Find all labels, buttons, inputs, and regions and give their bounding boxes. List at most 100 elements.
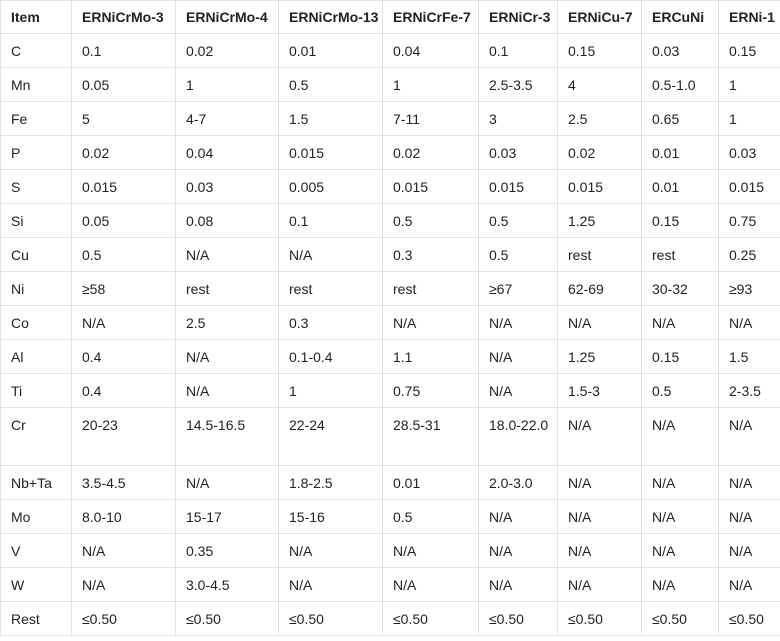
column-header: ERNiCrMo-13	[278, 0, 383, 34]
table-cell: 0.65	[641, 101, 719, 136]
table-cell: N/A	[718, 465, 780, 500]
row-label-cell: C	[0, 33, 72, 68]
column-header: ERNiCrMo-3	[71, 0, 176, 34]
table-row: Al 0.4 N/A 0.1-0.4 1.1 N/A 1.25 0.15 1.5	[0, 339, 780, 374]
table-cell: 0.15	[557, 33, 642, 68]
table-cell: 0.35	[175, 533, 279, 568]
table-cell: N/A	[641, 407, 719, 466]
table-cell: 0.04	[382, 33, 479, 68]
table-cell: 0.03	[478, 135, 558, 170]
table-cell: 0.03	[718, 135, 780, 170]
column-header: ERNi-1	[718, 0, 780, 34]
table-cell: 5	[71, 101, 176, 136]
table-cell: N/A	[718, 305, 780, 340]
table-cell: N/A	[641, 567, 719, 602]
table-cell: 0.015	[478, 169, 558, 204]
table-cell: 1.5-3	[557, 373, 642, 408]
column-header: ERCuNi	[641, 0, 719, 34]
row-label-cell: Rest	[0, 601, 72, 636]
table-cell: 1	[278, 373, 383, 408]
row-label-cell: Si	[0, 203, 72, 238]
table-cell: 1	[718, 67, 780, 102]
table-cell: N/A	[71, 567, 176, 602]
row-label-cell: V	[0, 533, 72, 568]
table-body: C 0.1 0.02 0.01 0.04 0.1 0.15 0.03 0.15 Mn 0.05 1 0.…	[0, 33, 780, 636]
table-row: Co N/A 2.5 0.3 N/A N/A N/A N/A N/A	[0, 305, 780, 340]
table-cell: N/A	[478, 339, 558, 374]
table-row: Si 0.05 0.08 0.1 0.5 0.5 1.25 0.15 0.75	[0, 203, 780, 238]
table-cell: 1.25	[557, 203, 642, 238]
table-cell: ≥67	[478, 271, 558, 306]
table-cell: 0.03	[641, 33, 719, 68]
row-label-cell: Mo	[0, 499, 72, 534]
table-row: Ni ≥58 rest rest rest ≥67 62-69 30-32 ≥93	[0, 271, 780, 306]
column-header: ERNiCu-7	[557, 0, 642, 34]
table-cell: 2.0-3.0	[478, 465, 558, 500]
table-cell: 0.005	[278, 169, 383, 204]
table-cell: 0.1	[478, 33, 558, 68]
table-row: W N/A 3.0-4.5 N/A N/A N/A N/A N/A N/A	[0, 567, 780, 602]
table-cell: 0.5	[71, 237, 176, 272]
table-cell: ≤0.50	[478, 601, 558, 636]
table-cell: N/A	[557, 465, 642, 500]
table-cell: 4	[557, 67, 642, 102]
table-cell: N/A	[478, 499, 558, 534]
table-cell: ≤0.50	[71, 601, 176, 636]
table-cell: 0.15	[641, 203, 719, 238]
table-cell: 20-23	[71, 407, 176, 466]
table-cell: N/A	[718, 407, 780, 466]
table-cell: N/A	[557, 567, 642, 602]
table-cell: 0.5	[278, 67, 383, 102]
table-cell: 0.15	[641, 339, 719, 374]
row-label-cell: Fe	[0, 101, 72, 136]
table-cell: 1	[718, 101, 780, 136]
row-label-cell: Al	[0, 339, 72, 374]
table-cell: N/A	[71, 533, 176, 568]
table-cell: 3.5-4.5	[71, 465, 176, 500]
table-cell: ≤0.50	[175, 601, 279, 636]
table-cell: 0.05	[71, 203, 176, 238]
table-row: Rest ≤0.50 ≤0.50 ≤0.50 ≤0.50 ≤0.50 ≤0.50 ≤0.50 ≤…	[0, 601, 780, 636]
table-cell: 0.1-0.4	[278, 339, 383, 374]
table-cell: rest	[175, 271, 279, 306]
table-cell: 2.5	[175, 305, 279, 340]
table-cell: 0.25	[718, 237, 780, 272]
table-cell: 0.5	[478, 237, 558, 272]
table-row: Cr 20-23 14.5-16.5 22-24 28.5-31 18.0-22.0 N/A…	[0, 407, 780, 466]
table-cell: N/A	[557, 305, 642, 340]
table-cell: 0.3	[278, 305, 383, 340]
table-cell: N/A	[278, 237, 383, 272]
row-label-cell: Cr	[0, 407, 72, 466]
table-cell: 8.0-10	[71, 499, 176, 534]
table-cell: 15-16	[278, 499, 383, 534]
table-cell: rest	[557, 237, 642, 272]
table-cell: 0.015	[278, 135, 383, 170]
table-cell: 7-11	[382, 101, 479, 136]
table-row: S 0.015 0.03 0.005 0.015 0.015 0.015 0.01 0.015	[0, 169, 780, 204]
table-cell: N/A	[382, 567, 479, 602]
table-cell: 0.01	[641, 169, 719, 204]
column-header: Item	[0, 0, 72, 34]
table-cell: ≤0.50	[641, 601, 719, 636]
table-cell: 3	[478, 101, 558, 136]
table-row: Mn 0.05 1 0.5 1 2.5-3.5 4 0.5-1.0 1	[0, 67, 780, 102]
table-cell: 0.02	[175, 33, 279, 68]
table-cell: 18.0-22.0	[478, 407, 558, 466]
table-cell: 1.25	[557, 339, 642, 374]
table-cell: 2-3.5	[718, 373, 780, 408]
table-cell: 0.03	[175, 169, 279, 204]
table-cell: 1.8-2.5	[278, 465, 383, 500]
table-cell: N/A	[175, 373, 279, 408]
table-cell: 1	[382, 67, 479, 102]
row-label-cell: Ti	[0, 373, 72, 408]
table-cell: 0.02	[382, 135, 479, 170]
table-cell: N/A	[641, 465, 719, 500]
table-cell: 0.01	[278, 33, 383, 68]
table-cell: 4-7	[175, 101, 279, 136]
table-cell: 2.5-3.5	[478, 67, 558, 102]
table-cell: 62-69	[557, 271, 642, 306]
header-row: Item ERNiCrMo-3 ERNiCrMo-4 ERNiCrMo-13 E…	[0, 0, 780, 34]
table-cell: N/A	[175, 465, 279, 500]
table-cell: N/A	[641, 533, 719, 568]
